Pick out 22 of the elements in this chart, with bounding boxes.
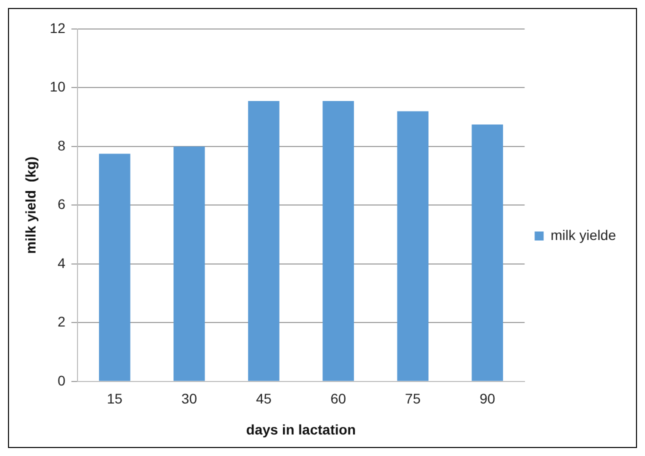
y-tick-label: 10: [50, 78, 66, 95]
y-tick-label: 2: [58, 314, 66, 330]
bar: [397, 111, 428, 381]
bar: [174, 146, 205, 381]
x-axis-title: days in lactation: [246, 421, 356, 438]
bar: [472, 124, 504, 381]
y-tick-label: 4: [58, 254, 66, 271]
bar: [322, 100, 354, 381]
bar: [98, 154, 130, 381]
y-tick-label: 12: [50, 20, 66, 36]
y-axis-title: milk yield (kg): [22, 156, 38, 254]
y-tick-label: 8: [58, 137, 66, 154]
x-tick-label: 30: [181, 390, 198, 407]
x-tick-label: 60: [330, 390, 346, 407]
x-tick-label: 45: [256, 390, 272, 407]
x-tick-label: 90: [480, 390, 496, 407]
y-tick-label: 6: [58, 196, 66, 212]
y-tick-label: 0: [58, 372, 66, 388]
legend-label: milk yielde: [550, 226, 616, 243]
x-tick-label: 75: [405, 390, 421, 407]
bar: [248, 100, 280, 381]
x-tick-label: 15: [106, 390, 123, 407]
